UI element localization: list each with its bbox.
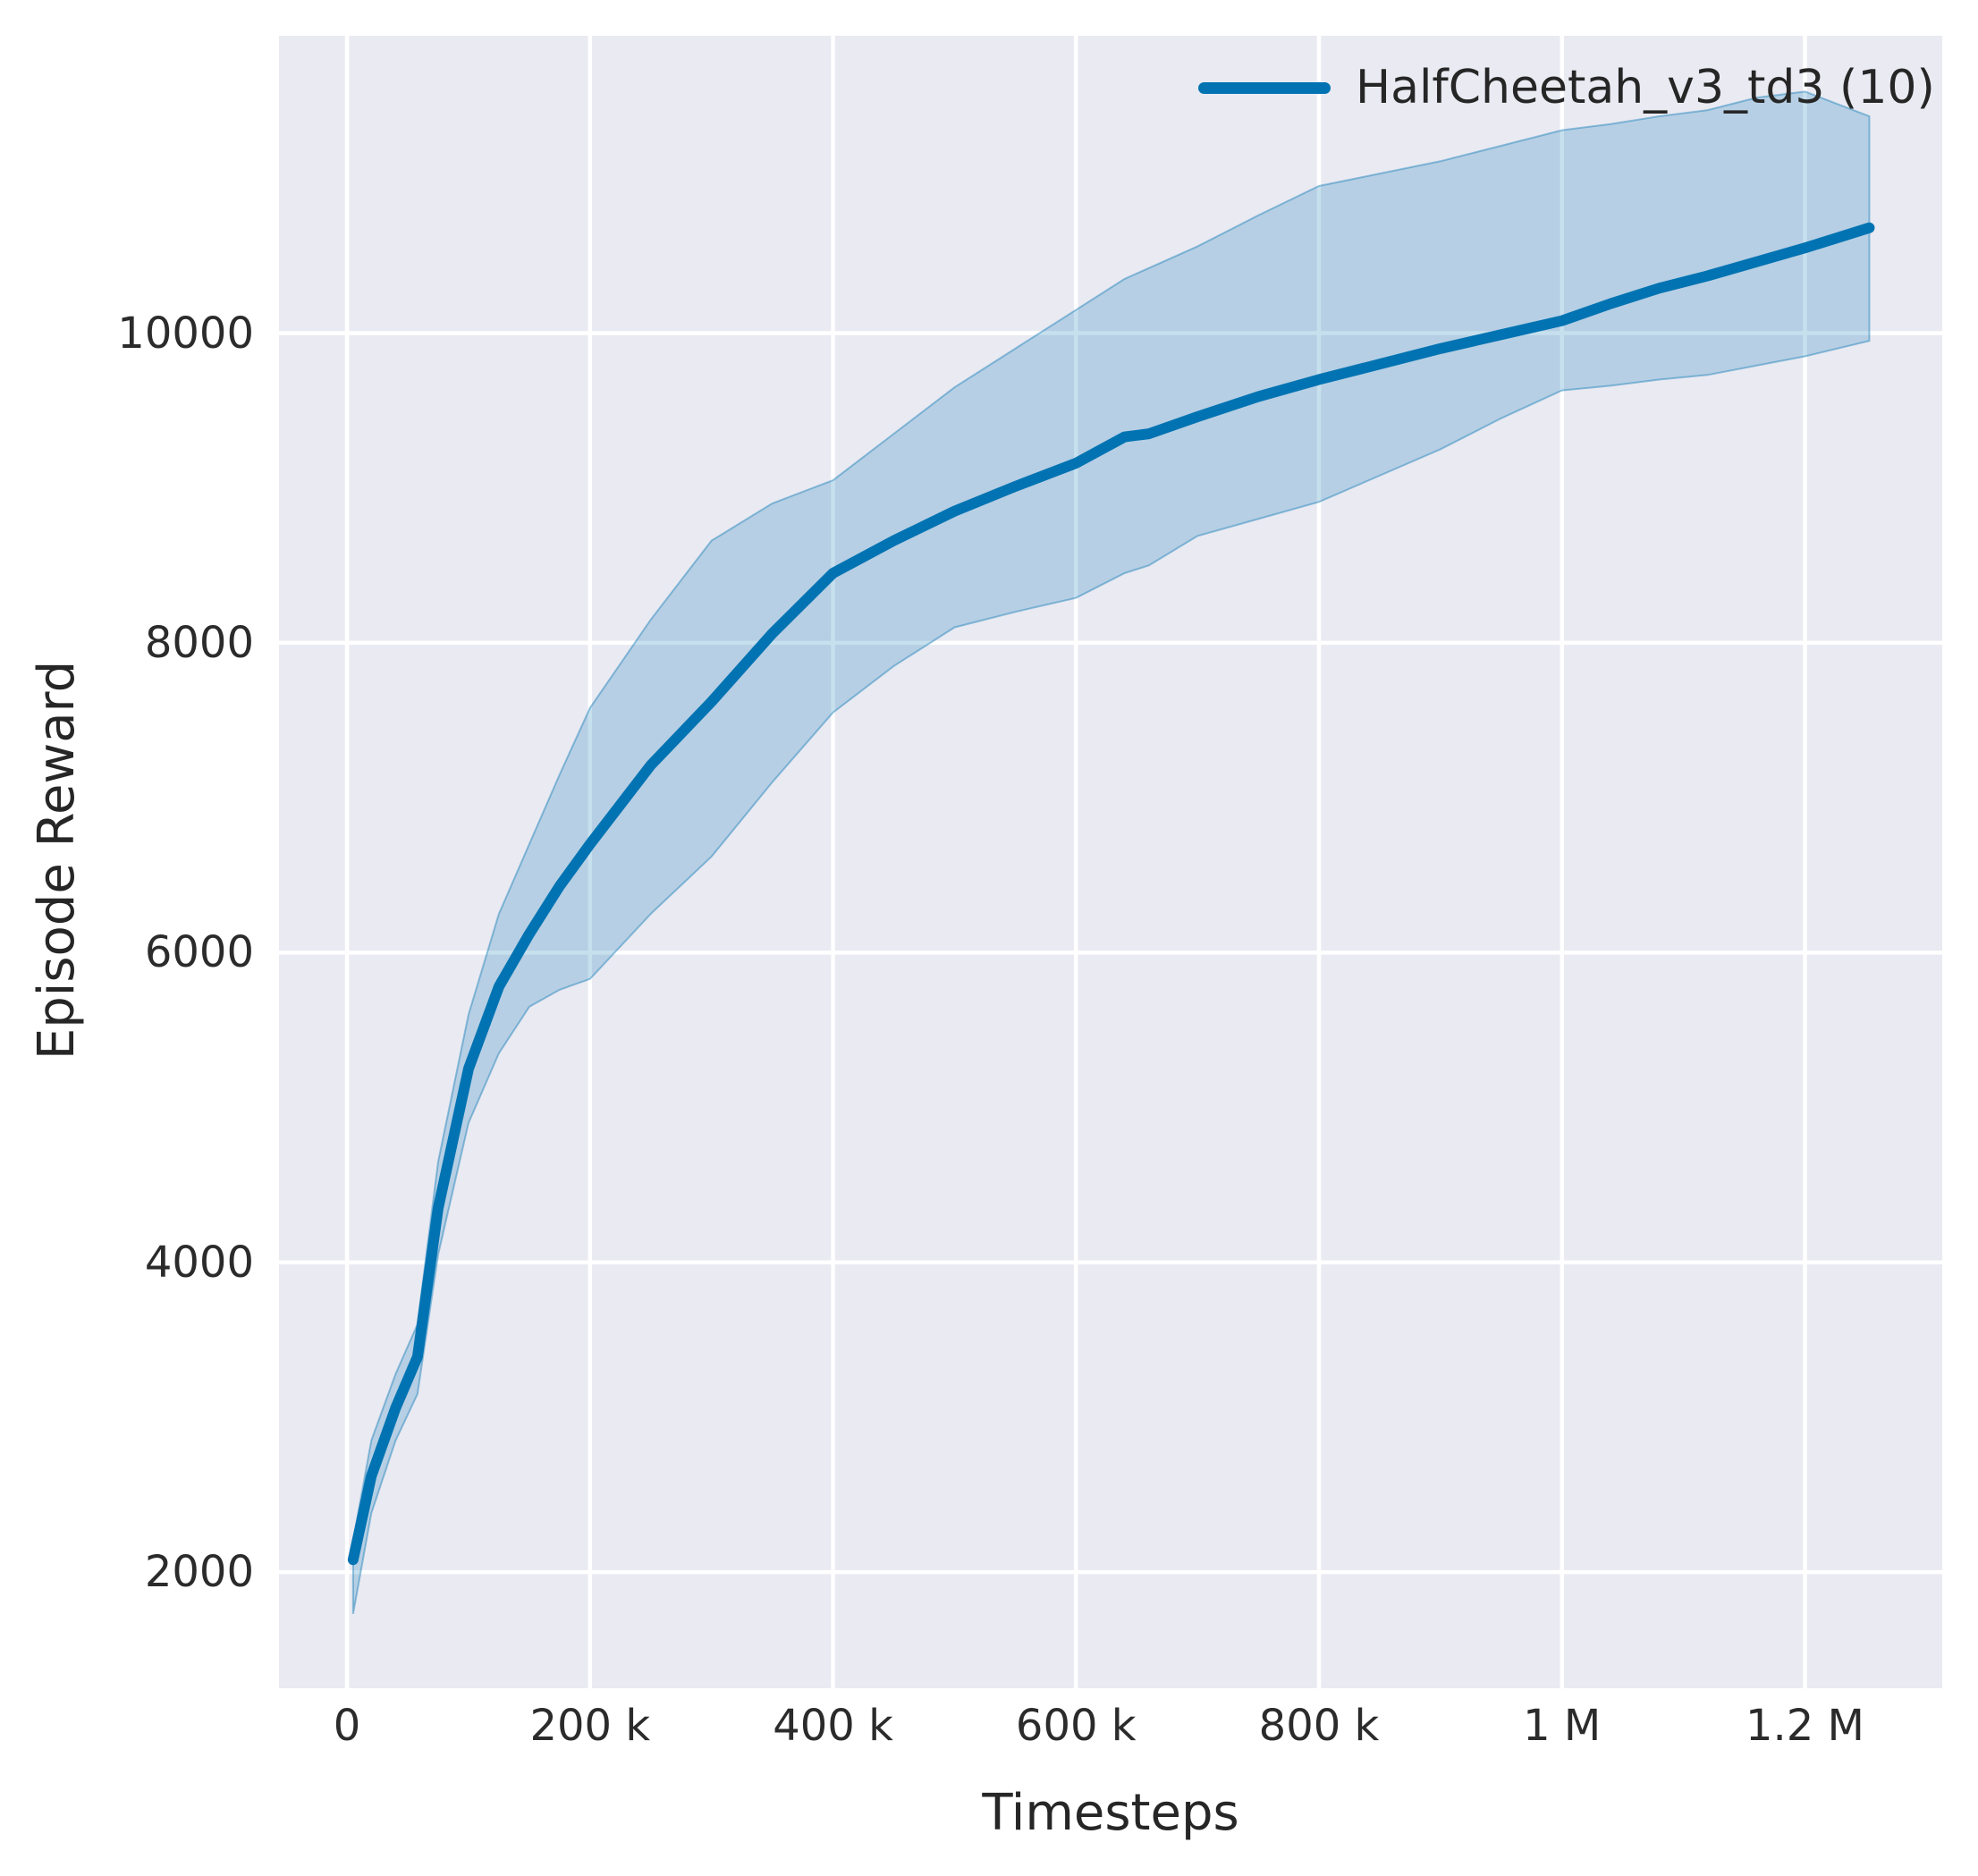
legend-label: HalfCheetah_v3_td3 (10) <box>1356 61 1935 114</box>
x-tick-label: 200 k <box>529 1701 651 1751</box>
y-tick-label: 8000 <box>144 617 254 668</box>
x-tick-label: 600 k <box>1015 1701 1137 1751</box>
grid <box>279 36 1942 1688</box>
legend: HalfCheetah_v3_td3 (10) <box>1198 64 1935 111</box>
x-tick-label: 1 M <box>1523 1701 1602 1751</box>
x-tick-label: 0 <box>333 1701 361 1751</box>
x-tick-label: 1.2 M <box>1745 1701 1864 1751</box>
y-tick-label: 10000 <box>117 308 254 359</box>
confidence-band <box>351 90 1871 1615</box>
x-tick-label: 400 k <box>773 1701 893 1751</box>
y-tick-label: 2000 <box>144 1547 254 1598</box>
y-tick-label: 4000 <box>144 1237 254 1288</box>
plot-area <box>279 36 1942 1688</box>
y-tick-label: 6000 <box>144 927 254 978</box>
legend-line-sample <box>1198 81 1331 94</box>
x-tick-label: 800 k <box>1258 1701 1380 1751</box>
x-axis-label: Timesteps <box>982 1784 1239 1842</box>
mean-line <box>347 222 1875 1566</box>
y-axis-label: Episode Reward <box>28 660 86 1061</box>
